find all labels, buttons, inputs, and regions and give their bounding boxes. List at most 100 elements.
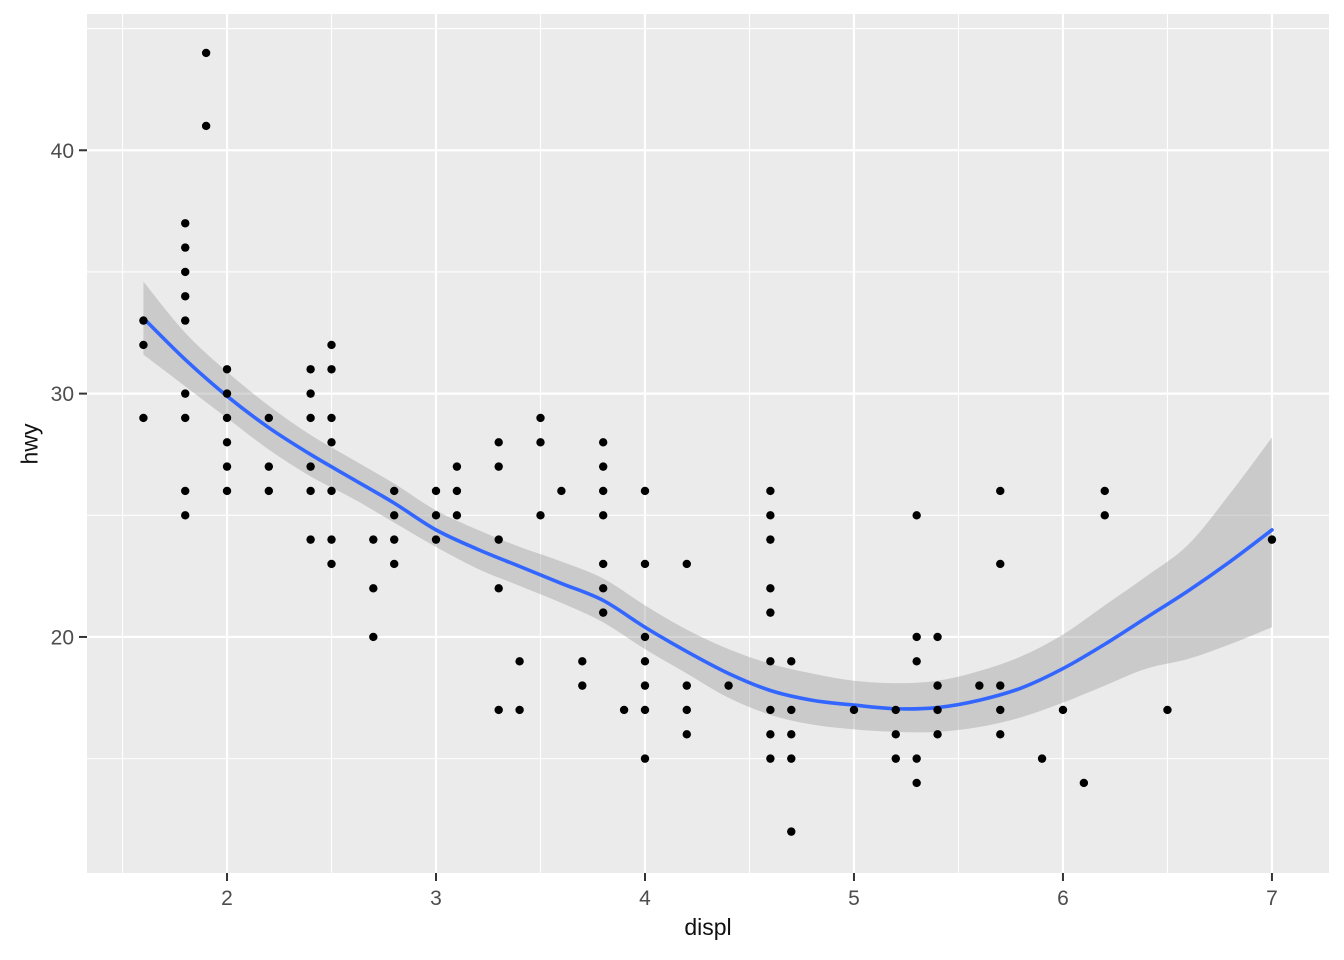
data-point	[766, 608, 775, 617]
data-point	[327, 559, 336, 569]
data-point	[181, 389, 190, 398]
data-point	[452, 511, 462, 520]
data-point	[494, 462, 503, 471]
data-point	[598, 462, 608, 471]
data-point	[1079, 778, 1089, 788]
data-point	[431, 486, 441, 496]
data-point	[390, 486, 399, 496]
data-point	[431, 535, 441, 544]
data-point	[1267, 535, 1277, 544]
data-point	[390, 559, 399, 569]
data-point	[975, 681, 984, 690]
data-point	[222, 462, 232, 471]
data-point	[933, 705, 942, 715]
data-point	[619, 705, 629, 715]
data-point	[201, 121, 211, 131]
data-point	[996, 730, 1005, 739]
x-tick-label: 2	[221, 887, 233, 910]
data-point	[181, 511, 190, 520]
data-point	[222, 389, 232, 398]
data-point	[912, 511, 921, 520]
y-tick-label: 40	[51, 140, 74, 163]
data-point	[515, 657, 524, 666]
data-point	[264, 413, 274, 423]
data-point	[682, 681, 691, 690]
data-point	[139, 340, 148, 350]
data-point	[766, 535, 775, 544]
data-point	[640, 486, 650, 496]
data-point	[222, 438, 232, 447]
data-point	[996, 486, 1005, 496]
data-point	[306, 365, 315, 374]
data-point	[640, 632, 650, 642]
data-point	[912, 657, 921, 666]
data-point	[494, 584, 503, 593]
data-point	[452, 462, 462, 471]
data-point	[598, 559, 608, 569]
data-point	[578, 681, 587, 690]
data-point	[996, 681, 1005, 690]
data-point	[1058, 705, 1068, 715]
data-point	[222, 486, 232, 496]
data-point	[181, 219, 190, 228]
data-point	[222, 413, 232, 423]
data-point	[640, 681, 650, 690]
data-point	[598, 584, 608, 593]
data-point	[912, 778, 921, 788]
data-point	[222, 365, 232, 374]
smooth-line	[141, 316, 1274, 711]
data-point	[327, 486, 336, 496]
y-axis-title: hwy	[16, 423, 43, 465]
data-point	[494, 438, 503, 447]
data-point	[996, 559, 1005, 569]
data-point	[390, 511, 399, 520]
data-point	[181, 292, 190, 301]
data-point	[536, 511, 545, 520]
data-point	[787, 657, 796, 666]
data-point	[766, 486, 775, 496]
data-point	[849, 705, 859, 715]
y-tick-label: 30	[51, 383, 74, 406]
data-point	[431, 511, 441, 520]
data-point	[264, 486, 274, 496]
data-point	[181, 267, 190, 277]
data-point	[327, 413, 336, 423]
data-point	[306, 462, 315, 471]
data-point	[306, 486, 315, 496]
data-point	[557, 486, 566, 496]
data-point	[682, 705, 691, 715]
data-point	[139, 316, 148, 325]
x-tick-label: 7	[1266, 887, 1278, 910]
data-point	[327, 438, 336, 447]
data-point	[181, 316, 190, 325]
data-point	[640, 559, 650, 569]
data-point	[1037, 754, 1047, 763]
data-point	[494, 705, 503, 715]
data-point	[933, 681, 942, 690]
data-point	[598, 511, 608, 520]
data-point	[933, 730, 942, 739]
data-point	[891, 730, 900, 739]
data-point	[912, 632, 921, 642]
data-point	[452, 486, 462, 496]
data-point	[933, 632, 942, 642]
data-point	[494, 535, 503, 544]
data-point	[327, 365, 336, 374]
x-tick-label: 3	[430, 887, 442, 910]
data-point	[912, 754, 921, 763]
data-point	[139, 413, 148, 423]
data-point	[682, 730, 691, 739]
data-point	[181, 243, 190, 252]
data-point	[306, 413, 315, 423]
data-point	[891, 705, 900, 715]
data-point	[369, 535, 378, 544]
confidence-ribbon	[143, 281, 1272, 733]
data-point	[766, 730, 775, 739]
data-point	[181, 413, 190, 423]
x-axis-title: displ	[684, 914, 732, 940]
data-point	[787, 827, 796, 836]
data-point	[766, 754, 775, 763]
data-point	[766, 705, 775, 715]
